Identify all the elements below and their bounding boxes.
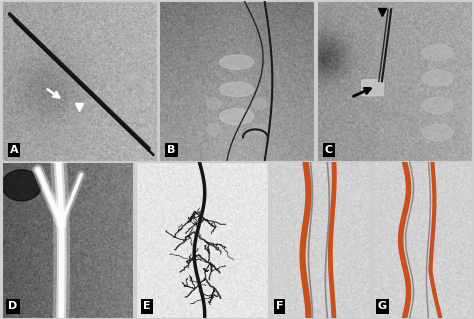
Ellipse shape [253,124,267,135]
Ellipse shape [207,98,220,109]
Ellipse shape [253,98,267,109]
Text: B: B [167,145,175,155]
Ellipse shape [220,108,254,125]
FancyBboxPatch shape [362,80,383,96]
Text: E: E [143,301,151,311]
Ellipse shape [2,170,41,201]
Text: F: F [276,301,283,311]
Ellipse shape [422,70,453,86]
Ellipse shape [220,55,254,69]
Text: D: D [9,301,18,311]
Ellipse shape [220,82,254,97]
Text: A: A [9,145,18,155]
Ellipse shape [422,97,453,113]
Text: G: G [378,301,387,311]
Ellipse shape [422,45,453,61]
Ellipse shape [207,124,220,135]
Ellipse shape [422,125,453,141]
Text: C: C [325,145,333,155]
